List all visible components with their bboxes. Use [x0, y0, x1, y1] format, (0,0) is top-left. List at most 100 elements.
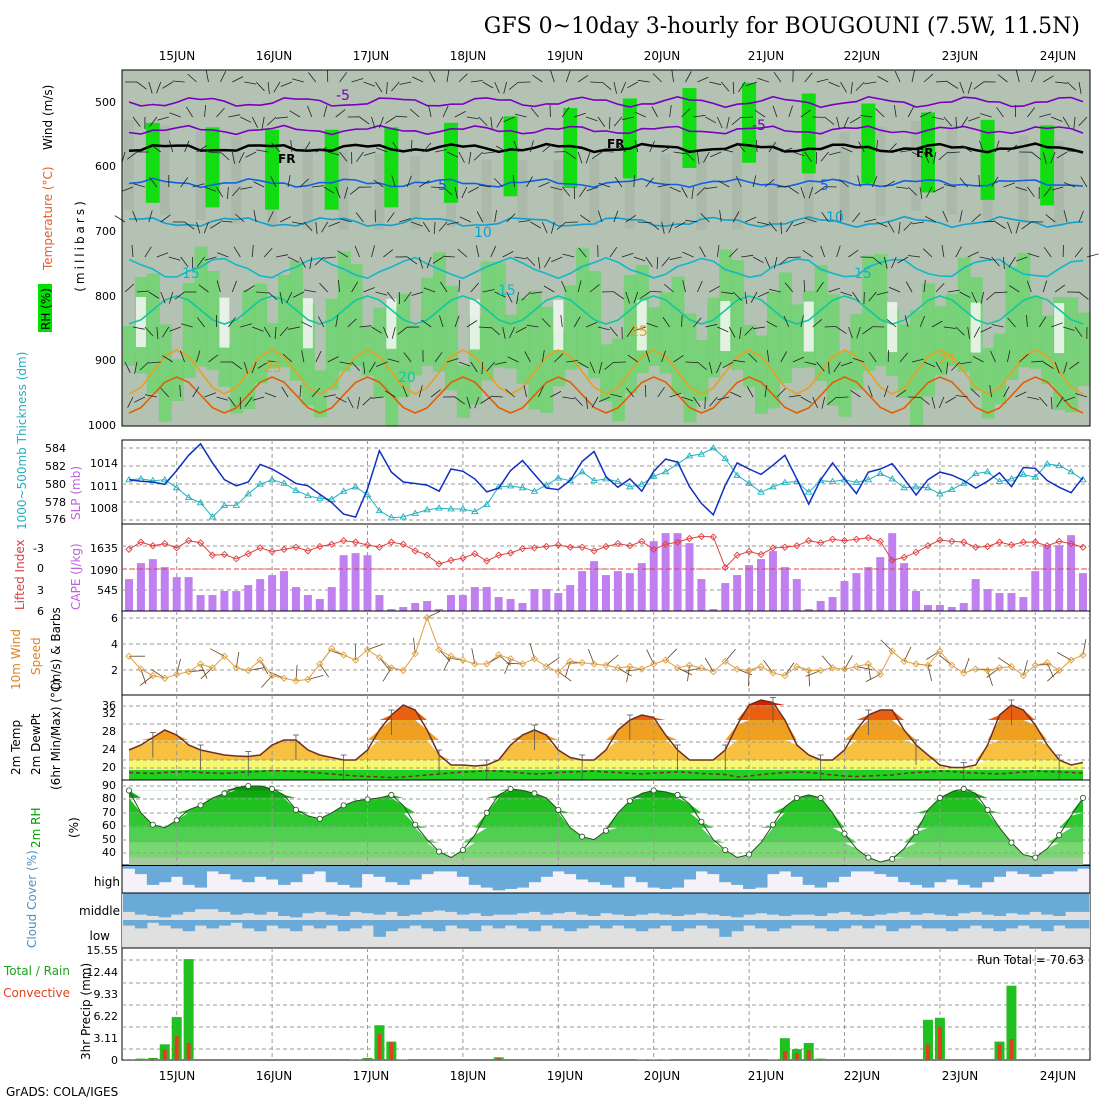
- wind-barb: [945, 396, 957, 404]
- rh-point: [579, 833, 586, 840]
- wind-barb: [864, 218, 877, 223]
- cloud-block: [1005, 866, 1018, 872]
- cape-bar: [268, 575, 277, 611]
- li-point: [328, 540, 336, 548]
- wind-barb: [700, 213, 710, 223]
- precip-ylabel: 3hr Precip (mm): [79, 963, 93, 1060]
- thickness-point: [816, 476, 825, 484]
- tick-label: 6.22: [94, 1010, 119, 1023]
- wind-point: [828, 664, 837, 672]
- wind-barb: [896, 186, 909, 189]
- rh-cell: [302, 146, 313, 229]
- temp-axis: 20 24 28 32 36: [102, 699, 116, 774]
- cloud-block: [1077, 866, 1090, 869]
- wind-barb: [780, 351, 788, 363]
- li-point: [960, 538, 968, 546]
- wind-point: [495, 651, 503, 659]
- cloud-block: [611, 920, 625, 926]
- precip-conv-bar: [937, 1026, 942, 1060]
- wind-point: [817, 666, 825, 675]
- wind-barb: [359, 116, 370, 125]
- rh-cell: [349, 264, 363, 367]
- cloud-block: [266, 920, 279, 926]
- wind-barb: [299, 178, 309, 188]
- wind-barb: [541, 318, 551, 328]
- cloud-block: [385, 866, 398, 883]
- wind-barb: [685, 361, 698, 363]
- cape-bar: [804, 609, 813, 611]
- rh-cell: [386, 298, 397, 349]
- cape-bar: [661, 533, 670, 611]
- cape-bar: [578, 571, 587, 611]
- rh-cell: [158, 324, 172, 422]
- temperature-band: [129, 705, 1083, 720]
- cloud-block: [647, 920, 661, 929]
- wind-barb: [243, 361, 248, 374]
- tick-label: 584: [45, 442, 66, 455]
- temp2m-panel: 20 24 28 32 36 2m Temp 2m DewPt (6hr Min…: [9, 679, 1091, 790]
- wind-barb: [716, 245, 720, 258]
- wind-point: [900, 657, 908, 666]
- wind-barb: [478, 184, 491, 188]
- slp-line: [128, 442, 1084, 518]
- temperature-contour: [128, 124, 1084, 136]
- wind-barb: [418, 385, 423, 398]
- wind-point: [745, 666, 753, 675]
- cloud-block: [230, 893, 243, 915]
- wind-barb: [824, 116, 835, 125]
- wind-barb: [133, 183, 146, 188]
- rh-cell: [1018, 135, 1029, 224]
- wind-barb: [357, 396, 360, 409]
- wind-barb: [980, 291, 984, 304]
- li-point: [936, 536, 944, 544]
- wind-barb: [657, 183, 670, 188]
- cloud-block: [647, 866, 661, 888]
- cape-bar: [757, 559, 766, 611]
- rh-point: [1056, 832, 1063, 839]
- rh-point: [984, 806, 991, 813]
- wind-barb: [696, 186, 706, 196]
- rh-cell: [636, 300, 647, 351]
- wind-point: [912, 660, 920, 668]
- rh-cell: [660, 154, 671, 230]
- cloud-block: [778, 920, 792, 929]
- li-point: [840, 537, 849, 545]
- wind-point: [149, 671, 157, 680]
- rh-cell: [553, 159, 564, 224]
- thickness-slp-panel: 584 582 580 578 576 1014 1011 1008 1000~…: [15, 352, 1091, 530]
- li-point: [972, 543, 980, 551]
- li-point: [435, 560, 443, 568]
- cloud-block: [134, 920, 148, 929]
- precip-conv-bar: [186, 1042, 191, 1060]
- wind-barb: [776, 186, 789, 188]
- rh-cell: [1017, 252, 1031, 368]
- wind-barb: [1027, 107, 1036, 118]
- wind-barb: [185, 106, 193, 118]
- wind-barb: [121, 186, 134, 192]
- wind-barb: [505, 388, 515, 398]
- cloud-block: [194, 866, 208, 888]
- li-point: [340, 537, 348, 545]
- cape-bar: [363, 555, 372, 611]
- tick-label: 24JUN: [1040, 49, 1077, 63]
- temp-label-2: 2m DewPt: [29, 713, 43, 775]
- wind-barb: [526, 256, 536, 266]
- cloud-block: [659, 893, 673, 915]
- cloud-block: [278, 920, 291, 929]
- wind-point: [1079, 651, 1087, 659]
- rh-cell: [205, 127, 220, 208]
- li-point: [614, 539, 622, 548]
- wind-barb: [209, 221, 221, 229]
- cloud-block: [671, 920, 685, 932]
- wind-barb: [514, 113, 527, 118]
- wind-barb: [912, 221, 925, 225]
- wind-barb: [565, 151, 577, 160]
- wind-point: [137, 665, 145, 673]
- wind-barb: [351, 78, 364, 83]
- cloud-block: [933, 920, 947, 929]
- wind-barb: [542, 221, 548, 234]
- rh-cell: [743, 325, 757, 388]
- wind-barb: [886, 319, 897, 328]
- wind-barb: [717, 326, 729, 333]
- rh-cell: [480, 261, 494, 381]
